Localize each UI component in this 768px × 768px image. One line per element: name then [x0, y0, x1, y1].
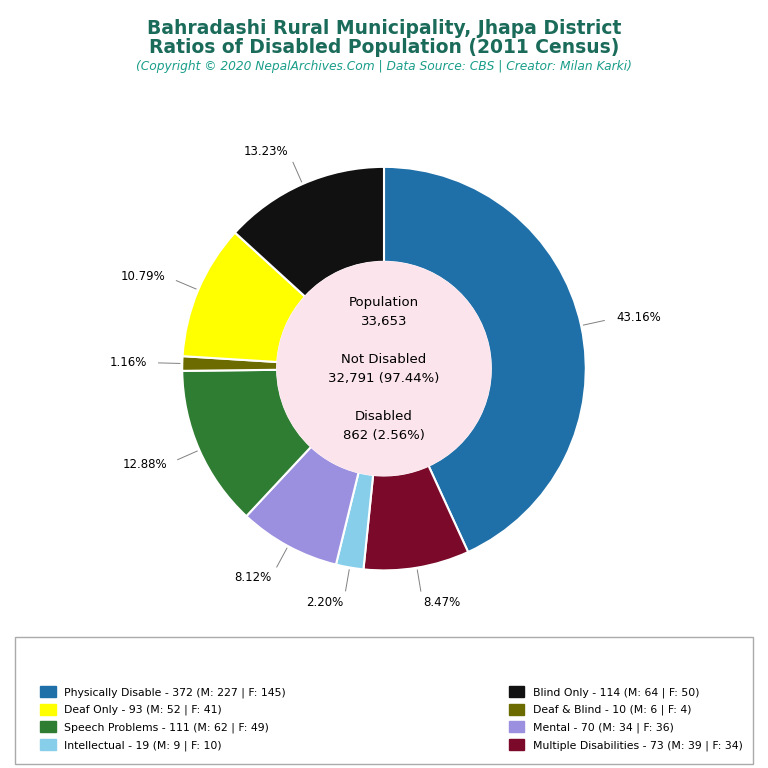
Wedge shape [336, 472, 373, 569]
Legend: Blind Only - 114 (M: 64 | F: 50), Deaf & Blind - 10 (M: 6 | F: 4), Mental - 70 (: Blind Only - 114 (M: 64 | F: 50), Deaf &… [505, 681, 747, 755]
Text: 8.12%: 8.12% [233, 571, 271, 584]
Wedge shape [182, 356, 277, 371]
Text: Bahradashi Rural Municipality, Jhapa District: Bahradashi Rural Municipality, Jhapa Dis… [147, 19, 621, 38]
Wedge shape [183, 233, 305, 362]
Circle shape [277, 262, 491, 475]
Text: Ratios of Disabled Population (2011 Census): Ratios of Disabled Population (2011 Cens… [149, 38, 619, 58]
Legend: Physically Disable - 372 (M: 227 | F: 145), Deaf Only - 93 (M: 52 | F: 41), Spee: Physically Disable - 372 (M: 227 | F: 14… [36, 681, 290, 755]
Text: 12.88%: 12.88% [122, 458, 167, 471]
Text: 1.16%: 1.16% [109, 356, 147, 369]
Text: 13.23%: 13.23% [243, 145, 288, 158]
Wedge shape [247, 447, 359, 564]
Text: 2.20%: 2.20% [306, 596, 343, 609]
Text: 10.79%: 10.79% [121, 270, 165, 283]
Wedge shape [384, 167, 586, 552]
Text: Population
33,653

Not Disabled
32,791 (97.44%)

Disabled
862 (2.56%): Population 33,653 Not Disabled 32,791 (9… [328, 296, 440, 442]
Text: 43.16%: 43.16% [616, 312, 660, 325]
Text: 8.47%: 8.47% [422, 596, 460, 609]
Wedge shape [235, 167, 384, 296]
Wedge shape [182, 370, 311, 516]
Wedge shape [363, 465, 468, 571]
Text: (Copyright © 2020 NepalArchives.Com | Data Source: CBS | Creator: Milan Karki): (Copyright © 2020 NepalArchives.Com | Da… [136, 60, 632, 73]
